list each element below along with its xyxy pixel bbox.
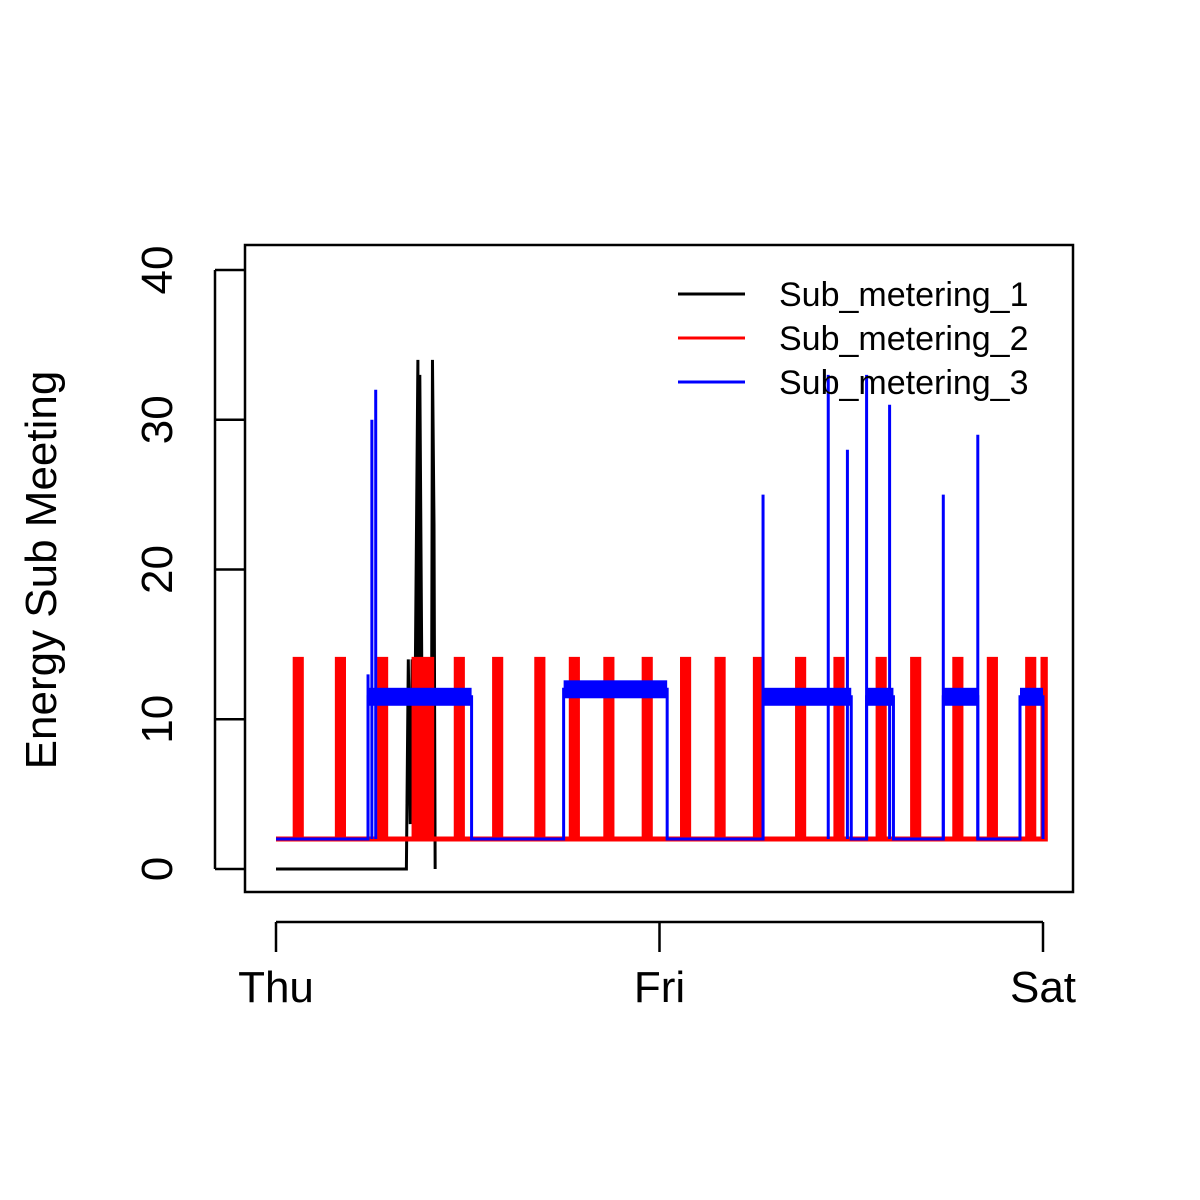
series-layer — [276, 359, 1048, 871]
y-tick-label: 10 — [133, 695, 182, 744]
series-band — [763, 687, 852, 706]
x-tick-label: Thu — [238, 963, 314, 1012]
series-band — [866, 687, 894, 706]
legend-label: Sub_metering_1 — [779, 276, 1029, 314]
series-Sub_metering_3 — [276, 374, 1045, 841]
series-band — [368, 687, 472, 706]
y-tick-label: 0 — [133, 857, 182, 881]
x-axis: Thu Fri Sat — [238, 920, 1076, 1012]
y-axis-title: Energy Sub Meeting — [17, 371, 66, 770]
y-tick-label: 20 — [133, 545, 182, 594]
series-band — [1019, 687, 1043, 706]
series-band — [563, 680, 668, 699]
x-tick-label: Sat — [1010, 963, 1076, 1012]
y-axis: 0 10 20 30 40 — [133, 246, 245, 881]
y-tick-label: 30 — [133, 395, 182, 444]
series-band — [943, 687, 978, 706]
legend: Sub_metering_1 Sub_metering_2 Sub_metering… — [678, 276, 1029, 402]
legend-label: Sub_metering_2 — [779, 320, 1029, 358]
x-tick-label: Fri — [634, 963, 685, 1012]
y-tick-label: 40 — [133, 246, 182, 295]
legend-label: Sub_metering_3 — [779, 364, 1029, 402]
